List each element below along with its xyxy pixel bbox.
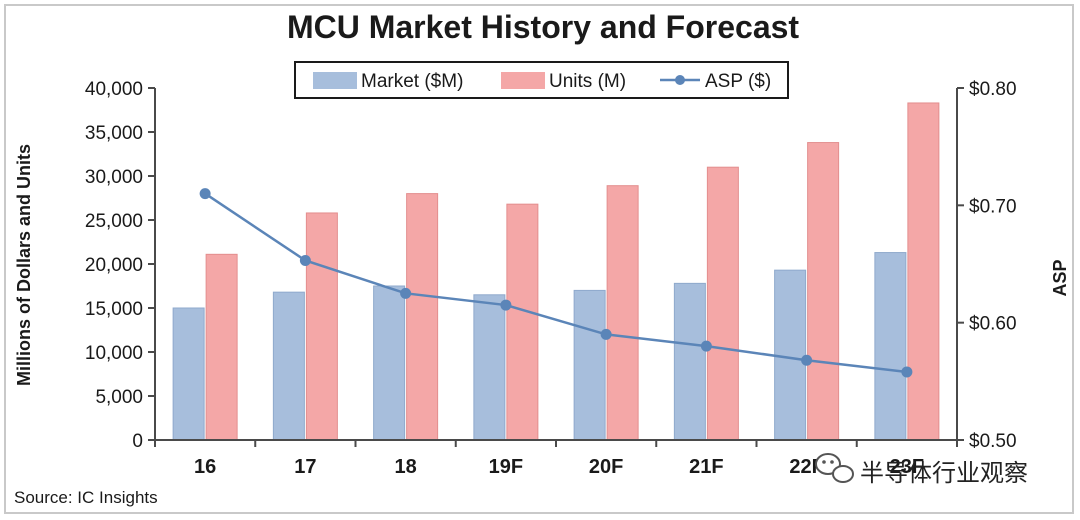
asp-line-layer <box>199 188 913 378</box>
bar-units-17 <box>305 212 338 441</box>
bar-units-19F <box>506 203 539 441</box>
bar-units-21F <box>706 166 739 441</box>
x-tick-label-23F: 23F <box>890 456 924 478</box>
bar-market-18 <box>373 285 406 441</box>
asp-point-22F <box>801 354 813 366</box>
y2-axis-title: ASP <box>1050 259 1070 296</box>
y-tick-label-7: 35,000 <box>85 123 143 144</box>
legend-label-units: Units (M) <box>549 71 626 92</box>
bar-market-21F <box>673 282 706 441</box>
x-tick-label-19F: 19F <box>489 456 523 478</box>
y-tick-label-1: 5,000 <box>95 387 143 408</box>
asp-point-19F <box>500 299 512 311</box>
y2-tick-label-2: $0.70 <box>969 196 1017 217</box>
y-tick-label-0: 0 <box>132 431 143 452</box>
x-tick-label-22F: 22F <box>789 456 823 478</box>
asp-point-23F <box>901 366 913 378</box>
bar-units-20F <box>606 185 639 441</box>
legend-marker-asp <box>675 75 685 85</box>
bars-layer <box>172 102 940 441</box>
asp-point-21F <box>700 340 712 352</box>
bar-market-19F <box>473 294 506 441</box>
wechat-icon <box>815 453 854 483</box>
y2-tick-label-0: $0.50 <box>969 431 1017 452</box>
bar-market-23F <box>874 252 907 441</box>
bar-market-20F <box>573 289 606 441</box>
asp-point-16 <box>199 188 211 200</box>
watermark: 半导体行业观察 <box>815 453 1028 487</box>
legend-swatch-market <box>313 72 357 89</box>
axes-layer: 16 17 18 19F 20F 21F 22F 23F 0 5,000 10,000 15,000 2… <box>85 79 1017 478</box>
y-axis-title: Millions of Dollars and Units <box>14 144 34 386</box>
asp-point-20F <box>600 328 612 340</box>
bar-units-22F <box>807 142 840 441</box>
bar-units-16 <box>205 253 238 441</box>
legend-label-asp: ASP ($) <box>705 71 771 92</box>
x-tick-label-18: 18 <box>395 456 417 478</box>
y-tick-label-5: 25,000 <box>85 211 143 232</box>
y-tick-label-2: 10,000 <box>85 343 143 364</box>
legend: Market ($M) Units (M) ASP ($) <box>294 61 789 99</box>
x-tick-label-21F: 21F <box>689 456 723 478</box>
x-tick-label-17: 17 <box>294 456 316 478</box>
bar-market-22F <box>774 269 807 441</box>
source-note: Source: IC Insights <box>14 488 158 507</box>
y-tick-label-3: 15,000 <box>85 299 143 320</box>
asp-point-17 <box>299 254 311 266</box>
y-tick-label-8: 40,000 <box>85 79 143 100</box>
bar-market-16 <box>172 307 205 441</box>
x-tick-label-20F: 20F <box>589 456 623 478</box>
asp-point-18 <box>400 287 412 299</box>
bar-market-17 <box>272 291 305 441</box>
watermark-text: 半导体行业观察 <box>860 459 1028 487</box>
y-tick-label-4: 20,000 <box>85 255 143 276</box>
y-tick-label-6: 30,000 <box>85 167 143 188</box>
legend-label-market: Market ($M) <box>361 71 463 92</box>
legend-swatch-units <box>501 72 545 89</box>
y2-tick-label-1: $0.60 <box>969 314 1017 335</box>
bar-units-18 <box>406 193 439 441</box>
asp-series-line <box>204 192 908 374</box>
x-tick-label-16: 16 <box>194 456 216 478</box>
chart-title: MCU Market History and Forecast <box>287 9 799 45</box>
bar-units-23F <box>907 102 940 441</box>
y2-tick-label-3: $0.80 <box>969 79 1017 100</box>
